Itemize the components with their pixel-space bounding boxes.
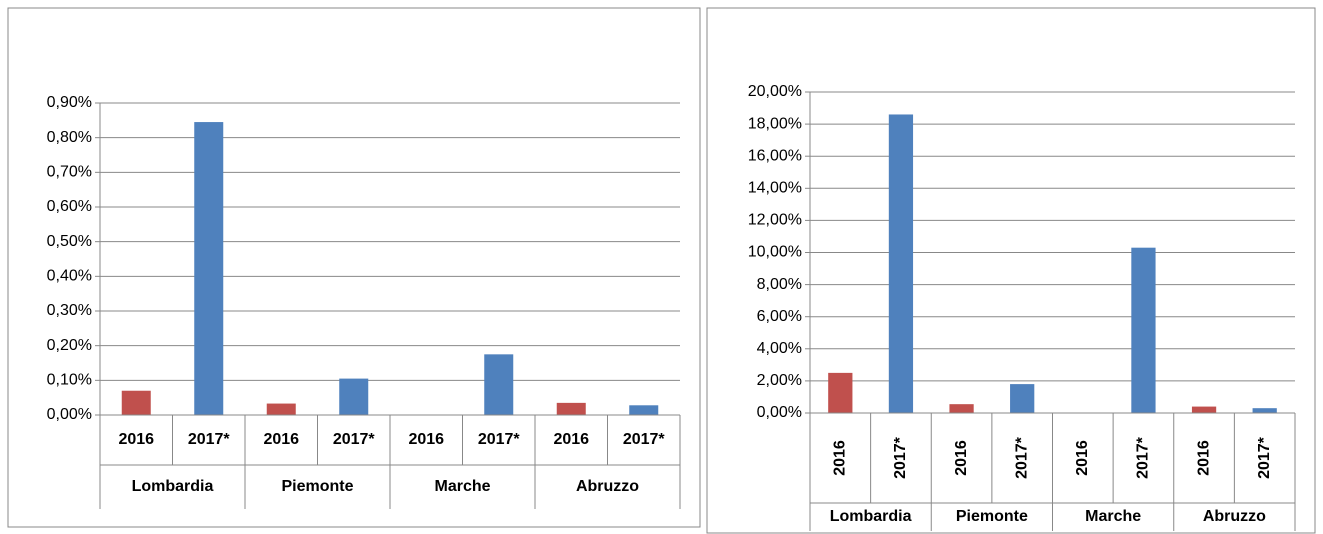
subcategory-label: 2017*	[1013, 436, 1030, 479]
subcategory-label: 2016	[1195, 440, 1212, 476]
y-tick-label: 18,00%	[748, 115, 802, 132]
chart-frame	[706, 7, 1316, 534]
subcategory-label: 2017*	[333, 431, 376, 448]
subcategory-label: 2017*	[892, 436, 909, 479]
y-tick-label: 0,30%	[47, 302, 92, 319]
bar	[1131, 247, 1156, 413]
bar	[1010, 384, 1035, 413]
y-tick-label: 4,00%	[757, 340, 802, 357]
y-tick-label: 0,40%	[47, 268, 92, 285]
y-tick-label: 0,70%	[47, 164, 92, 181]
y-tick-label: 16,00%	[748, 147, 802, 164]
subcategory-label: 2016	[408, 431, 444, 448]
category-label: Piemonte	[956, 508, 1028, 525]
subcategory-label: 2016	[832, 440, 849, 476]
y-tick-label: 14,00%	[748, 180, 802, 197]
bar	[339, 378, 369, 415]
bar	[949, 404, 974, 413]
y-tick-label: 0,00%	[47, 406, 92, 423]
category-label: Lombardia	[132, 478, 214, 495]
y-tick-label: 0,20%	[47, 337, 92, 354]
subcategory-label: 2016	[553, 431, 589, 448]
subcategory-label: 2017*	[623, 431, 666, 448]
subcategory-label: 2017*	[1256, 436, 1273, 479]
subcategory-label: 2017*	[478, 431, 521, 448]
category-label: Abruzzo	[1203, 508, 1266, 525]
bar	[1191, 406, 1217, 413]
bar	[828, 372, 853, 413]
category-label: Marche	[434, 478, 490, 495]
y-tick-label: 2,00%	[757, 372, 802, 389]
category-label: Abruzzo	[576, 478, 639, 495]
bar	[556, 402, 586, 415]
bar	[1252, 408, 1277, 413]
y-tick-label: 12,00%	[748, 212, 802, 229]
y-tick-label: 0,90%	[47, 94, 92, 111]
category-label: Piemonte	[281, 478, 353, 495]
bar	[484, 354, 514, 415]
y-tick-label: 10,00%	[748, 244, 802, 261]
bar	[629, 405, 659, 415]
y-tick-label: 0,10%	[47, 372, 92, 389]
subcategory-label: 2017*	[1135, 436, 1152, 479]
y-tick-label: 20,00%	[748, 83, 802, 100]
category-label: Lombardia	[830, 508, 912, 525]
bar	[266, 403, 296, 415]
bar	[194, 122, 224, 416]
bar	[888, 114, 914, 413]
y-tick-label: 6,00%	[757, 308, 802, 325]
subcategory-label: 2016	[118, 431, 154, 448]
y-tick-label: 0,50%	[47, 233, 92, 250]
subcategory-label: 2016	[1074, 440, 1091, 476]
chart-frame	[7, 7, 701, 528]
subcategory-label: 2016	[953, 440, 970, 476]
y-tick-label: 0,80%	[47, 129, 92, 146]
y-tick-label: 0,60%	[47, 198, 92, 215]
subcategory-label: 2017*	[188, 431, 231, 448]
category-label: Marche	[1085, 508, 1141, 525]
y-tick-label: 0,00%	[757, 404, 802, 421]
subcategory-label: 2016	[263, 431, 299, 448]
bar	[121, 390, 151, 415]
y-tick-label: 8,00%	[757, 276, 802, 293]
